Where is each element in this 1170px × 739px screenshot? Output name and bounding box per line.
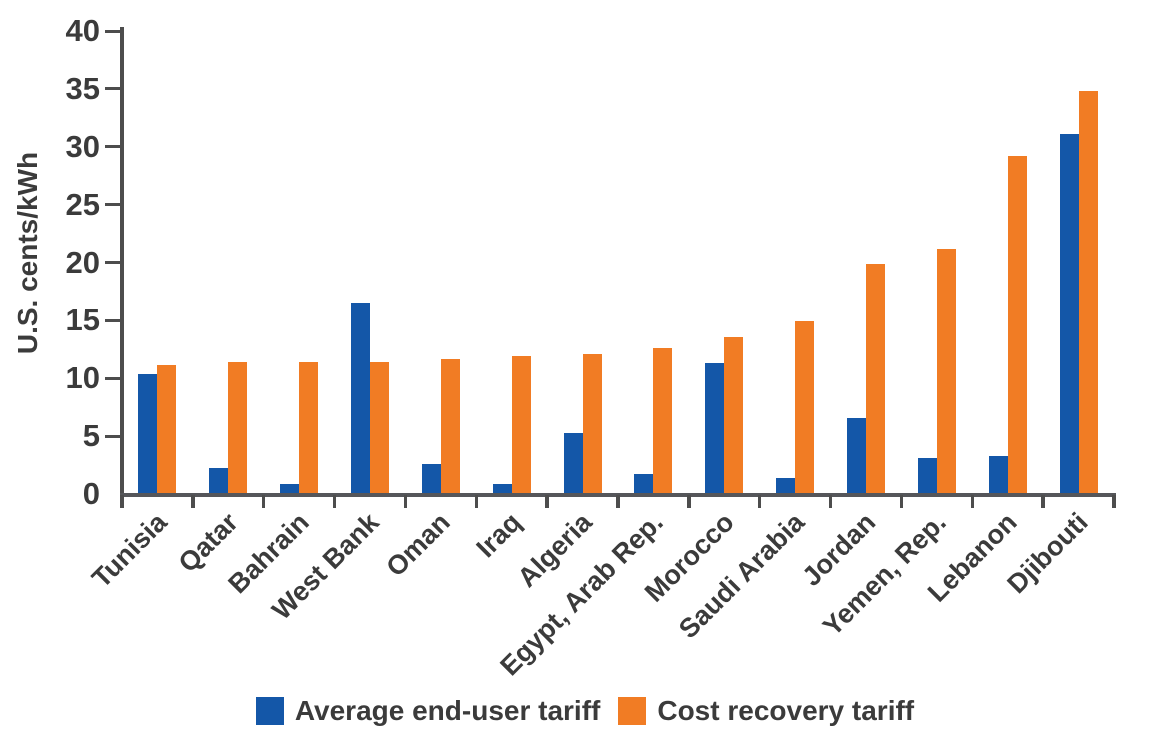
x-label-saudi-arabia: Saudi Arabia xyxy=(673,507,811,645)
y-tick-label-0: 0 xyxy=(82,476,100,511)
legend: Average end-user tariff Cost recovery ta… xyxy=(0,695,1170,727)
legend-label-cost-recovery-tariff: Cost recovery tariff xyxy=(657,695,915,726)
bar-bahrain-cost-recovery xyxy=(299,362,319,493)
x-label-tunisia: Tunisia xyxy=(86,507,173,594)
bar-egypt-arab-rep-cost-recovery xyxy=(653,348,673,493)
x-tick-1 xyxy=(191,495,195,508)
x-tick-5 xyxy=(474,495,479,508)
x-tick-6 xyxy=(545,495,549,508)
y-tick-label-35: 35 xyxy=(65,70,100,106)
y-tick-label-5: 5 xyxy=(82,418,100,454)
bar-qatar-cost-recovery xyxy=(228,362,248,493)
bar-jordan-cost-recovery xyxy=(866,263,885,493)
x-tick-4 xyxy=(403,495,408,508)
y-tick-label-40: 40 xyxy=(65,13,100,48)
bar-yemen-rep-cost-recovery xyxy=(936,248,956,493)
bar-saudi-arabia-cost-recovery xyxy=(795,320,815,493)
y-tick-label-20: 20 xyxy=(65,244,100,280)
y-axis-line xyxy=(120,27,124,494)
y-tick-label-25: 25 xyxy=(65,186,100,222)
bar-saudi-arabia-end-user xyxy=(776,477,796,493)
y-tick-5 xyxy=(105,434,121,438)
legend-item-average-end-user-tariff: Average end-user tariff xyxy=(255,695,601,727)
plot-area: Tunisia Qatar Bahrain West Bank Oman Iraq Alge… xyxy=(86,27,1116,681)
bar-algeria-cost-recovery xyxy=(582,354,602,493)
bar-oman-end-user xyxy=(421,464,441,493)
y-tick-label-30: 30 xyxy=(65,128,100,164)
bar-tunisia-cost-recovery xyxy=(157,364,177,493)
x-tick-3 xyxy=(332,495,337,508)
bar-oman-cost-recovery xyxy=(440,358,460,493)
bar-morocco-cost-recovery xyxy=(724,336,744,493)
y-tick-15 xyxy=(105,318,121,322)
bar-lebanon-cost-recovery xyxy=(1007,156,1027,493)
x-tick-13 xyxy=(1041,495,1045,508)
y-tick-20 xyxy=(105,261,121,264)
legend-swatch-average-end-user-tariff xyxy=(255,697,284,725)
bar-bahrain-end-user xyxy=(280,483,300,493)
bar-west-bank-end-user xyxy=(351,303,370,493)
bar-djibouti-end-user xyxy=(1059,134,1079,493)
bar-lebanon-end-user xyxy=(988,455,1008,493)
x-tick-11 xyxy=(899,495,904,508)
bar-iraq-cost-recovery xyxy=(511,356,531,493)
x-label-iraq: Iraq xyxy=(470,507,527,564)
x-tick-7 xyxy=(616,495,620,508)
bar-west-bank-cost-recovery xyxy=(370,362,389,493)
y-tick-40 xyxy=(105,29,121,33)
y-tick-35 xyxy=(105,87,121,91)
legend-label-average-end-user-tariff: Average end-user tariff xyxy=(294,695,601,726)
legend-item-cost-recovery-tariff: Cost recovery tariff xyxy=(618,695,914,727)
bar-algeria-end-user xyxy=(563,432,583,493)
y-tick-label-10: 10 xyxy=(65,360,100,396)
y-tick-25 xyxy=(105,203,121,207)
bar-tunisia-end-user xyxy=(138,373,158,493)
y-tick-10 xyxy=(105,376,121,380)
x-label-oman: Oman xyxy=(380,507,457,583)
y-tick-30 xyxy=(105,145,121,149)
bar-qatar-end-user xyxy=(209,467,229,493)
x-tick-9 xyxy=(757,495,762,508)
x-tick-8 xyxy=(687,495,691,508)
legend-swatch-cost-recovery-tariff xyxy=(618,697,647,725)
x-tick-14 xyxy=(1112,495,1116,508)
bar-iraq-end-user xyxy=(492,483,512,493)
bar-egypt-arab-rep-end-user xyxy=(634,474,654,493)
bar-morocco-end-user xyxy=(705,363,725,493)
x-tick-2 xyxy=(261,495,266,508)
bar-jordan-end-user xyxy=(847,417,866,493)
x-tick-10 xyxy=(828,495,833,508)
x-tick-0 xyxy=(120,495,124,508)
x-tick-12 xyxy=(970,495,975,508)
bar-djibouti-cost-recovery xyxy=(1078,91,1098,493)
y-tick-label-15: 15 xyxy=(65,302,100,338)
bar-yemen-rep-end-user xyxy=(917,458,937,493)
